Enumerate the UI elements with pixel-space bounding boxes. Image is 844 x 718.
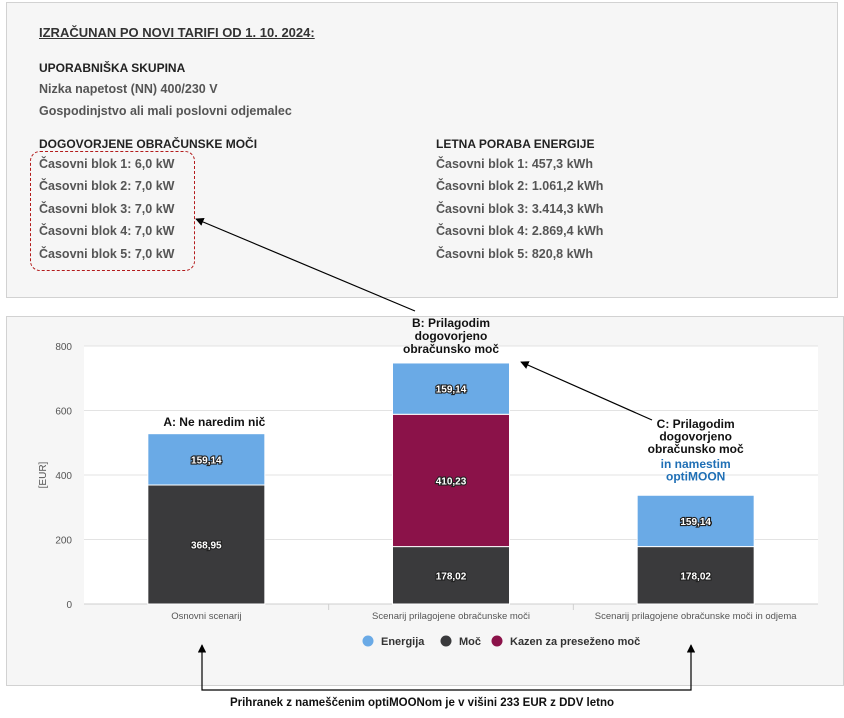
energy-block-4: Časovni blok 4: 2.869,4 kWh (436, 224, 604, 238)
arrow-to-power-box (195, 218, 416, 312)
annotation-c: C: Prilagodim (657, 417, 735, 431)
data-label: 178,02 (436, 571, 467, 582)
power-block-5: Časovni blok 5: 7,0 kW (39, 247, 175, 261)
legend-marker (362, 635, 374, 647)
annotation-c: dogovorjeno (659, 430, 732, 444)
energy-block-2: Časovni blok 2: 1.061,2 kWh (436, 179, 604, 193)
data-label: 159,14 (436, 385, 467, 396)
annotation-b: dogovorjeno (415, 329, 488, 343)
data-label: 159,14 (191, 455, 222, 466)
power-block-1: Časovni blok 1: 6,0 kW (39, 157, 175, 171)
power-block-2: Časovni blok 2: 7,0 kW (39, 179, 175, 193)
x-tick-label: Scenarij prilagojene obračunske moči in … (595, 611, 797, 622)
bar-segment (147, 433, 266, 486)
power-block-3: Časovni blok 3: 7,0 kW (39, 202, 175, 216)
legend-label: Energija (381, 636, 425, 648)
power-highlight-box (30, 151, 195, 271)
annotation-c-optimoon: in namestim (661, 457, 731, 471)
annotation-c-optimoon: optiMOON (666, 470, 725, 484)
data-label: 178,02 (680, 571, 711, 582)
legend-marker (440, 635, 452, 647)
x-tick-label: Osnovni scenarij (171, 611, 241, 622)
annotation-b: B: Prilagodim (412, 316, 490, 330)
bar-segment (392, 362, 510, 415)
energy-block-3: Časovni blok 3: 3.414,3 kWh (436, 202, 604, 216)
annotation-b: obračunsko moč (403, 342, 499, 356)
y-tick-label: 600 (55, 407, 72, 418)
annotation-a: A: Ne naredim nič (163, 415, 265, 429)
energy-block-1: Časovni blok 1: 457,3 kWh (436, 157, 593, 171)
tariff-info-panel: IZRAČUNAN PO NOVI TARIFI OD 1. 10. 2024:… (6, 2, 838, 298)
legend-label: Kazen za preseženo moč (510, 636, 640, 648)
data-label: 159,14 (680, 517, 711, 528)
user-group-line-2: Gospodinjstvo ali mali poslovni odjemale… (39, 104, 292, 118)
bar-segment (392, 546, 510, 605)
annotation-c: obračunsko moč (648, 442, 744, 456)
user-group-line-1: Nizka napetost (NN) 400/230 V (39, 82, 218, 96)
y-tick-label: 800 (55, 342, 72, 353)
y-tick-label: 400 (55, 471, 72, 482)
x-tick-label: Scenarij prilagojene obračunske moči (372, 611, 530, 622)
bar-segment (636, 494, 755, 548)
data-label: 410,23 (436, 476, 467, 487)
energy-label: LETNA PORABA ENERGIJE (436, 137, 595, 151)
tariff-heading: IZRAČUNAN PO NOVI TARIFI OD 1. 10. 2024: (39, 25, 315, 40)
legend-label: Moč (459, 636, 481, 648)
bar-segment (392, 413, 510, 548)
data-label: 368,95 (191, 541, 222, 552)
y-tick-label: 0 (66, 600, 72, 611)
y-tick-label: 200 (55, 536, 72, 547)
legend-marker (491, 635, 503, 647)
energy-block-5: Časovni blok 5: 820,8 kWh (436, 247, 593, 261)
power-block-4: Časovni blok 4: 7,0 kW (39, 224, 175, 238)
power-label: DOGOVORJENE OBRAČUNSKE MOČI (39, 137, 258, 151)
bar-segment (636, 546, 755, 605)
y-axis-label: [EUR] (38, 461, 49, 488)
savings-bracket-arrow (197, 644, 696, 691)
user-group-label: UPORABNIŠKA SKUPINA (39, 61, 186, 75)
savings-footer: Prihranek z nameščenim optiMOONom je v v… (229, 697, 615, 709)
arrow-c-to-b (520, 361, 653, 421)
